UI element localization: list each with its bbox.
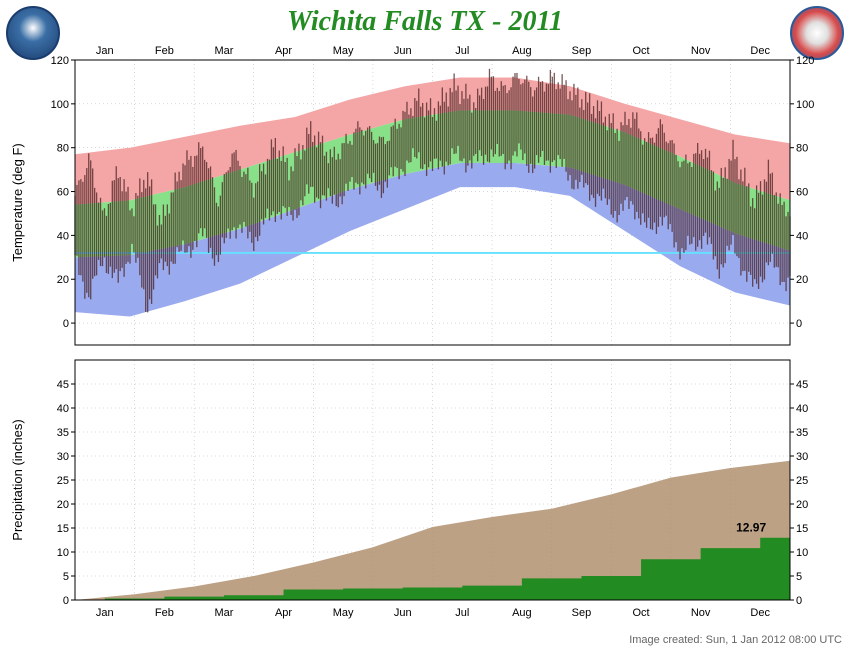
svg-text:Dec: Dec xyxy=(750,45,770,57)
svg-text:Feb: Feb xyxy=(155,45,174,57)
svg-text:May: May xyxy=(333,45,354,57)
climate-chart-svg: 002020404060608080100100120120JanFebMarA… xyxy=(0,0,850,650)
svg-text:Jul: Jul xyxy=(455,45,469,57)
svg-text:Apr: Apr xyxy=(275,45,292,57)
svg-text:60: 60 xyxy=(57,187,69,199)
svg-text:0: 0 xyxy=(63,318,69,330)
svg-text:May: May xyxy=(333,607,354,619)
svg-text:Oct: Oct xyxy=(632,607,649,619)
svg-text:30: 30 xyxy=(796,451,808,463)
chart-container: Wichita Falls TX - 2011 0020204040606080… xyxy=(0,0,850,650)
svg-text:30: 30 xyxy=(57,451,69,463)
svg-text:Aug: Aug xyxy=(512,45,532,57)
svg-text:25: 25 xyxy=(57,475,69,487)
svg-text:Jun: Jun xyxy=(394,45,412,57)
svg-text:Jan: Jan xyxy=(96,45,114,57)
svg-text:35: 35 xyxy=(57,427,69,439)
svg-text:Apr: Apr xyxy=(275,607,292,619)
svg-text:Nov: Nov xyxy=(691,45,711,57)
svg-text:80: 80 xyxy=(57,143,69,155)
svg-text:Mar: Mar xyxy=(214,45,233,57)
svg-text:100: 100 xyxy=(796,99,814,111)
svg-text:40: 40 xyxy=(57,403,69,415)
svg-text:5: 5 xyxy=(796,571,802,583)
svg-text:5: 5 xyxy=(63,571,69,583)
svg-text:120: 120 xyxy=(796,55,814,67)
svg-text:10: 10 xyxy=(796,547,808,559)
svg-text:100: 100 xyxy=(51,99,69,111)
svg-text:Sep: Sep xyxy=(572,45,592,57)
svg-text:Mar: Mar xyxy=(214,607,233,619)
svg-text:0: 0 xyxy=(796,318,802,330)
svg-text:20: 20 xyxy=(57,499,69,511)
svg-text:45: 45 xyxy=(57,379,69,391)
footer-text: Image created: Sun, 1 Jan 2012 08:00 UTC xyxy=(629,634,842,646)
svg-text:15: 15 xyxy=(57,523,69,535)
svg-text:20: 20 xyxy=(796,499,808,511)
svg-text:Jul: Jul xyxy=(455,607,469,619)
svg-text:35: 35 xyxy=(796,427,808,439)
svg-text:45: 45 xyxy=(796,379,808,391)
svg-text:Sep: Sep xyxy=(572,607,592,619)
svg-text:0: 0 xyxy=(796,595,802,607)
svg-text:20: 20 xyxy=(796,274,808,286)
svg-text:40: 40 xyxy=(57,230,69,242)
svg-text:Jan: Jan xyxy=(96,607,114,619)
svg-text:Temperature (deg F): Temperature (deg F) xyxy=(10,143,25,262)
svg-text:Jun: Jun xyxy=(394,607,412,619)
svg-text:Aug: Aug xyxy=(512,607,532,619)
svg-text:Dec: Dec xyxy=(750,607,770,619)
svg-text:60: 60 xyxy=(796,187,808,199)
svg-text:40: 40 xyxy=(796,403,808,415)
svg-text:10: 10 xyxy=(57,547,69,559)
svg-text:Nov: Nov xyxy=(691,607,711,619)
svg-text:Precipitation (inches): Precipitation (inches) xyxy=(10,419,25,540)
svg-text:Feb: Feb xyxy=(155,607,174,619)
svg-text:Oct: Oct xyxy=(632,45,649,57)
svg-text:20: 20 xyxy=(57,274,69,286)
svg-text:80: 80 xyxy=(796,143,808,155)
svg-text:15: 15 xyxy=(796,523,808,535)
svg-text:25: 25 xyxy=(796,475,808,487)
svg-text:12.97: 12.97 xyxy=(736,521,766,535)
svg-text:0: 0 xyxy=(63,595,69,607)
svg-text:120: 120 xyxy=(51,55,69,67)
svg-text:40: 40 xyxy=(796,230,808,242)
